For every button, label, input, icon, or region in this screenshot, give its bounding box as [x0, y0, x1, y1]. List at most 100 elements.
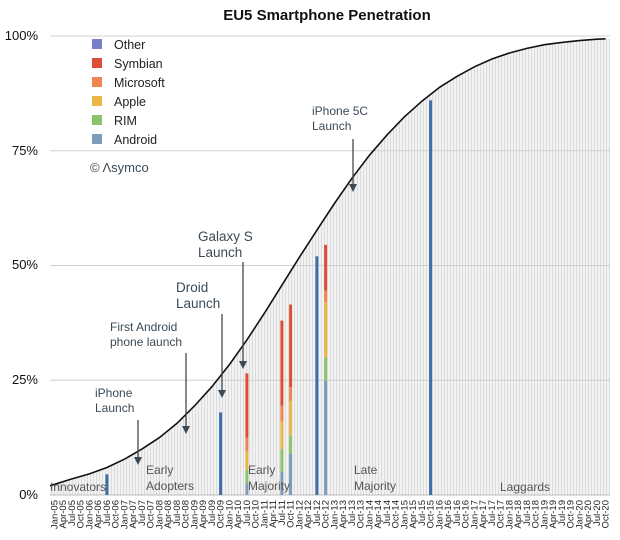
x-tick-label: Jul-06	[102, 500, 113, 526]
x-tick-label: Jan-14	[364, 500, 375, 529]
x-tick-label: Oct-20	[601, 500, 612, 529]
bar-segment-symbian	[289, 304, 293, 388]
annotation-text: iPhone 5C Launch	[312, 104, 368, 133]
bar-segment-other	[315, 256, 319, 495]
y-axis: 0% 25% 50% 75% 100%	[5, 28, 39, 502]
platform-bar	[315, 256, 319, 495]
x-tick-label: Oct-15	[426, 500, 437, 529]
legend-item-rim: RIM	[92, 114, 137, 128]
annotation-line: phone launch	[110, 335, 182, 349]
legend-swatch	[92, 115, 102, 125]
platform-bar	[289, 304, 293, 495]
platform-bar	[324, 244, 328, 496]
x-tick-label: Apr-16	[443, 500, 454, 529]
platform-bar	[280, 320, 284, 495]
annotation-arrowhead	[182, 426, 190, 434]
bar-segment-rim	[245, 469, 249, 484]
y-tick-label: 100%	[5, 28, 39, 43]
bar-segment-symbian	[280, 320, 284, 406]
x-tick-label: Apr-08	[163, 500, 174, 529]
phase-line: Early	[248, 463, 275, 477]
y-tick-label: 75%	[12, 143, 38, 158]
x-tick-label: Apr-20	[583, 500, 594, 529]
x-tick-label: Apr-05	[58, 500, 69, 529]
annotation-line: Droid	[176, 280, 208, 295]
x-tick-label: Jul-12	[312, 500, 323, 526]
x-tick-label: Jan-11	[259, 500, 270, 528]
x-tick-label: Jan-08	[154, 500, 165, 529]
annotation-text: Galaxy S Launch	[198, 229, 253, 260]
plot-area	[49, 35, 610, 496]
legend-item-symbian: Symbian	[92, 57, 163, 71]
x-tick-label: Oct-06	[111, 500, 122, 529]
x-tick-label: Jul-09	[207, 500, 218, 526]
x-tick-label: Apr-17	[478, 500, 489, 529]
x-tick-label: Jan-19	[539, 500, 550, 529]
x-tick-label: Apr-19	[548, 500, 559, 529]
bar-segment-apple	[289, 400, 293, 436]
annotation-line: Launch	[198, 245, 242, 260]
platform-bar	[105, 474, 109, 495]
annotation-first-android-launch: First Android phone launch	[110, 320, 190, 434]
bar-segment-microsoft	[289, 387, 293, 401]
x-tick-label: Oct-18	[531, 500, 542, 529]
x-tick-label: Oct-07	[146, 500, 157, 529]
x-tick-label: Apr-18	[513, 500, 524, 529]
x-tick-label: Jul-20	[592, 500, 603, 526]
x-tick-label: Oct-14	[391, 500, 402, 529]
legend: Other Symbian Microsoft Apple RIM Androi…	[92, 38, 165, 147]
platform-bar	[245, 373, 249, 495]
x-tick-label: Jan-13	[329, 500, 340, 529]
annotation-arrowhead	[134, 457, 142, 465]
annotation-line: First Android	[110, 320, 177, 334]
x-tick-label: Jan-16	[434, 500, 445, 529]
legend-item-apple: Apple	[92, 95, 146, 109]
annotation-arrowhead	[218, 390, 226, 398]
x-tick-label: Oct-10	[251, 500, 262, 529]
x-tick-label: Oct-05	[76, 500, 87, 529]
phase-line: Majority	[354, 479, 396, 493]
adoption-curve	[49, 38, 606, 487]
bar-segment-microsoft	[280, 405, 284, 422]
x-tick-label: Oct-13	[356, 500, 367, 529]
annotation-text: Droid Launch	[176, 280, 220, 311]
bar-segment-android	[245, 483, 249, 495]
phase-label-early-adopters: Early Adopters	[146, 463, 194, 493]
x-tick-label: Jul-16	[452, 500, 463, 526]
annotation-line: iPhone 5C	[312, 104, 368, 118]
phase-label-early-majority: Early Majority	[248, 463, 290, 493]
bar-segment-microsoft	[245, 437, 249, 452]
bar-segment-rim	[324, 357, 328, 381]
bar-segment-android	[324, 380, 328, 496]
x-tick-label: Jan-10	[224, 500, 235, 529]
annotation-text: First Android phone launch	[110, 320, 182, 349]
x-tick-label: Jan-06	[84, 500, 95, 529]
legend-swatch	[92, 77, 102, 87]
bar-segment-rim	[289, 435, 293, 454]
x-axis-tick-labels: Jan-05Apr-05Jul-05Oct-05Jan-06Apr-06Jul-…	[49, 500, 611, 529]
annotation-line: Galaxy S	[198, 229, 253, 244]
annotation-galaxy-s-launch: Galaxy S Launch	[198, 229, 253, 369]
x-tick-label: Apr-09	[198, 500, 209, 529]
legend-swatch	[92, 39, 102, 49]
annotation-line: Launch	[312, 119, 351, 133]
annotation-arrowhead	[239, 361, 247, 369]
x-tick-label: Jul-07	[137, 500, 148, 526]
bar-segment-symbian	[245, 373, 249, 438]
bar-segment-microsoft	[324, 290, 328, 303]
legend-label: Other	[114, 38, 145, 52]
y-tick-label: 25%	[12, 372, 38, 387]
x-tick-label: Apr-11	[268, 500, 279, 528]
y-tick-label: 0%	[19, 487, 38, 502]
x-tick-label: Jul-15	[417, 500, 428, 526]
x-tick-label: Apr-13	[338, 500, 349, 529]
phase-label-innovators: Innovators	[50, 480, 106, 494]
x-tick-label: Oct-12	[321, 500, 332, 529]
area-above-curve	[50, 36, 610, 486]
x-tick-label: Oct-09	[216, 500, 227, 529]
x-tick-label: Oct-16	[461, 500, 472, 529]
legend-label: Microsoft	[114, 76, 165, 90]
gridlines	[50, 35, 610, 496]
x-tick-label: Jul-18	[522, 500, 533, 526]
